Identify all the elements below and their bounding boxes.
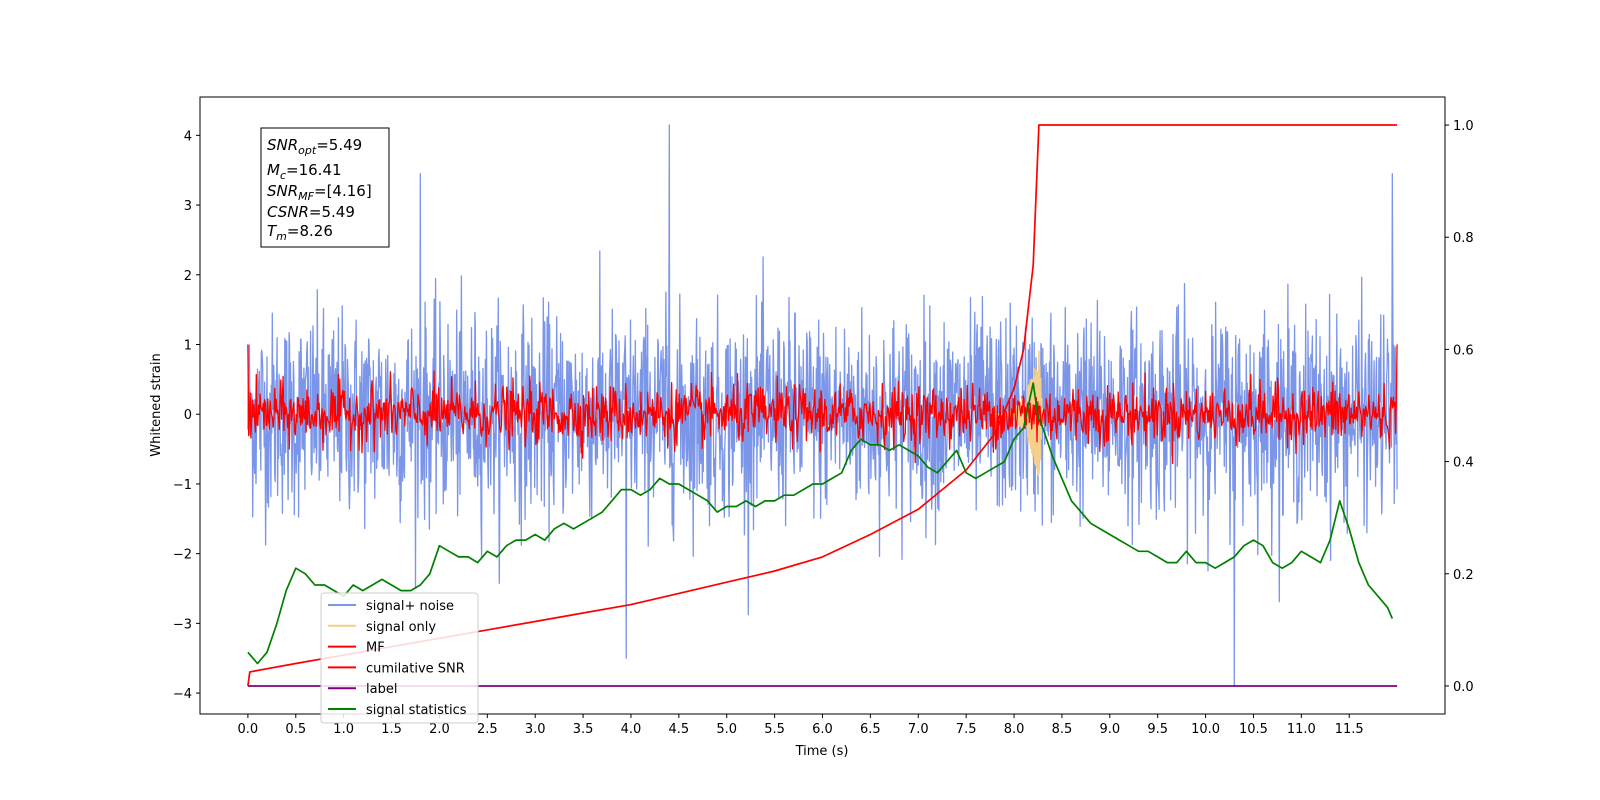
x-tick-label: 1.5	[381, 722, 402, 737]
y-tick-label: 4	[184, 129, 192, 144]
legend: signal+ noise signal only MF cumilative SNR…	[320, 592, 479, 724]
x-tick-label: 3.0	[525, 722, 546, 737]
y-right-tick-label: 0.8	[1453, 231, 1474, 246]
y-right-tick-label: 0.0	[1453, 680, 1474, 695]
y-axis-ticks: −4 −3 −2 −1 0 1 2 3 4	[173, 129, 200, 702]
info-tm: Tm=8.26	[267, 222, 333, 243]
info-mc: Mc=16.41	[267, 161, 342, 182]
x-tick-label: 4.0	[621, 722, 642, 737]
series-line-signal-statistics	[247, 382, 1394, 665]
legend-label-cumilative-snr: cumilative SNR	[366, 661, 465, 676]
series-line-mf	[247, 344, 1398, 465]
x-tick-label: 2.5	[477, 722, 498, 737]
legend-frame	[320, 592, 479, 724]
info-box: SNRopt=5.49 Mc=16.41 SNRMF=[4.16] CSNR=5…	[260, 127, 390, 248]
x-tick-label: 0.0	[238, 722, 259, 737]
y-right-tick-label: 1.0	[1453, 119, 1474, 134]
y-axis-label: Whitened strain	[149, 353, 164, 456]
x-tick-label: 0.5	[285, 722, 306, 737]
legend-label-signal-noise: signal+ noise	[366, 599, 454, 614]
x-tick-label: 8.0	[1004, 722, 1025, 737]
x-tick-label: 5.0	[716, 722, 737, 737]
x-tick-label: 10.5	[1239, 722, 1268, 737]
y-tick-label: 0	[184, 408, 192, 423]
x-tick-label: 6.5	[860, 722, 881, 737]
x-tick-label: 2.0	[429, 722, 450, 737]
y-tick-label: 2	[184, 269, 192, 284]
x-axis-label: Time (s)	[795, 744, 849, 759]
y-right-tick-label: 0.4	[1453, 456, 1474, 471]
y-tick-label: 1	[184, 338, 192, 353]
y-right-tick-label: 0.6	[1453, 343, 1474, 358]
info-snr-mf: SNRMF=[4.16]	[267, 182, 372, 203]
x-tick-label: 9.0	[1099, 722, 1120, 737]
y-tick-label: −3	[173, 617, 192, 632]
y-tick-label: 3	[184, 199, 192, 214]
y-right-tick-label: 0.2	[1453, 568, 1474, 583]
y-right-axis-ticks: 0.0 0.2 0.4 0.6 0.8 1.0	[1445, 119, 1474, 695]
x-tick-label: 8.5	[1052, 722, 1073, 737]
x-tick-label: 6.0	[812, 722, 833, 737]
legend-label-mf: MF	[366, 641, 385, 656]
x-tick-label: 1.0	[333, 722, 354, 737]
y-tick-label: −4	[173, 687, 192, 702]
legend-label-label: label	[366, 682, 397, 697]
legend-label-signal-only: signal only	[366, 620, 436, 635]
x-tick-label: 7.5	[956, 722, 977, 737]
x-tick-label: 7.0	[908, 722, 929, 737]
info-csnr: CSNR=5.49	[267, 203, 355, 221]
x-tick-label: 9.5	[1147, 722, 1168, 737]
x-axis-ticks: 0.0 0.5 1.0 1.5 2.0 2.5 3.0 3.5 4.0 4.5 5.0 5.5 6.0 6…	[238, 714, 1364, 737]
x-tick-label: 11.0	[1287, 722, 1316, 737]
legend-label-signal-statistics: signal statistics	[366, 703, 467, 718]
info-snr-opt: SNRopt=5.49	[267, 136, 362, 157]
y-tick-label: −2	[173, 548, 192, 563]
y-tick-label: −1	[173, 478, 192, 493]
x-tick-label: 3.5	[573, 722, 594, 737]
x-tick-label: 11.5	[1335, 722, 1364, 737]
x-tick-label: 5.5	[764, 722, 785, 737]
x-tick-label: 10.0	[1191, 722, 1220, 737]
info-box-frame	[260, 127, 390, 248]
x-tick-label: 4.5	[669, 722, 690, 737]
